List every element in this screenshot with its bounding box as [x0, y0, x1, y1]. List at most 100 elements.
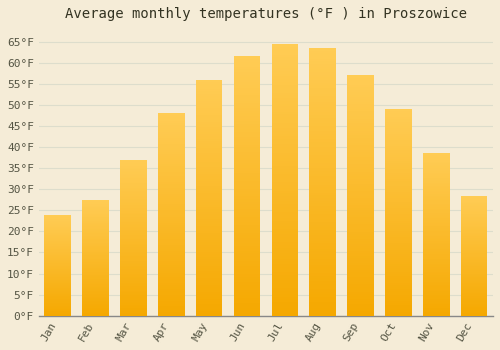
Bar: [82, 306, 109, 308]
Bar: [158, 121, 184, 124]
Bar: [44, 235, 71, 236]
Bar: [423, 304, 450, 306]
Bar: [385, 229, 411, 231]
Bar: [272, 96, 298, 98]
Bar: [234, 69, 260, 72]
Bar: [310, 289, 336, 292]
Bar: [44, 309, 71, 310]
Bar: [272, 161, 298, 163]
Bar: [385, 245, 411, 247]
Bar: [44, 285, 71, 286]
Bar: [120, 174, 146, 175]
Bar: [158, 257, 184, 259]
Bar: [44, 307, 71, 308]
Bar: [196, 219, 222, 221]
Bar: [348, 150, 374, 152]
Bar: [196, 214, 222, 217]
Bar: [120, 241, 146, 242]
Bar: [423, 223, 450, 225]
Bar: [234, 62, 260, 64]
Bar: [272, 234, 298, 237]
Bar: [461, 259, 487, 260]
Bar: [385, 119, 411, 121]
Bar: [82, 279, 109, 280]
Bar: [120, 247, 146, 248]
Bar: [348, 234, 374, 236]
Bar: [348, 78, 374, 80]
Bar: [158, 283, 184, 285]
Bar: [272, 302, 298, 305]
Bar: [196, 150, 222, 153]
Bar: [196, 186, 222, 188]
Bar: [82, 268, 109, 269]
Bar: [423, 275, 450, 277]
Bar: [348, 94, 374, 97]
Bar: [158, 279, 184, 281]
Bar: [272, 212, 298, 215]
Bar: [461, 263, 487, 264]
Bar: [423, 282, 450, 283]
Bar: [348, 83, 374, 85]
Bar: [120, 248, 146, 250]
Bar: [461, 224, 487, 225]
Bar: [461, 244, 487, 245]
Bar: [310, 104, 336, 107]
Bar: [461, 234, 487, 235]
Bar: [234, 152, 260, 155]
Bar: [348, 181, 374, 183]
Bar: [310, 99, 336, 101]
Bar: [423, 222, 450, 223]
Bar: [385, 153, 411, 155]
Bar: [385, 274, 411, 277]
Bar: [44, 224, 71, 225]
Bar: [423, 181, 450, 183]
Bar: [234, 59, 260, 62]
Bar: [196, 113, 222, 115]
Bar: [196, 228, 222, 231]
Bar: [310, 225, 336, 228]
Bar: [348, 239, 374, 241]
Bar: [82, 283, 109, 284]
Bar: [234, 132, 260, 134]
Bar: [82, 261, 109, 262]
Bar: [196, 313, 222, 316]
Bar: [272, 150, 298, 153]
Bar: [310, 190, 336, 193]
Bar: [461, 219, 487, 221]
Bar: [120, 202, 146, 203]
Bar: [234, 240, 260, 243]
Bar: [196, 292, 222, 294]
Bar: [196, 106, 222, 108]
Bar: [234, 256, 260, 259]
Bar: [423, 238, 450, 239]
Bar: [310, 310, 336, 313]
Bar: [423, 306, 450, 308]
Bar: [158, 172, 184, 174]
Bar: [158, 233, 184, 235]
Bar: [385, 198, 411, 200]
Bar: [310, 152, 336, 155]
Bar: [158, 227, 184, 229]
Bar: [310, 251, 336, 254]
Bar: [461, 209, 487, 210]
Bar: [272, 101, 298, 104]
Bar: [82, 273, 109, 274]
Bar: [234, 204, 260, 207]
Bar: [44, 239, 71, 240]
Bar: [385, 297, 411, 299]
Bar: [120, 196, 146, 197]
Bar: [82, 269, 109, 271]
Bar: [385, 159, 411, 161]
Bar: [234, 269, 260, 272]
Bar: [44, 306, 71, 307]
Bar: [82, 222, 109, 223]
Bar: [423, 197, 450, 199]
Bar: [82, 289, 109, 290]
Bar: [348, 119, 374, 121]
Bar: [461, 240, 487, 241]
Bar: [120, 300, 146, 302]
Bar: [234, 108, 260, 111]
Bar: [158, 158, 184, 160]
Bar: [82, 228, 109, 229]
Bar: [348, 109, 374, 111]
